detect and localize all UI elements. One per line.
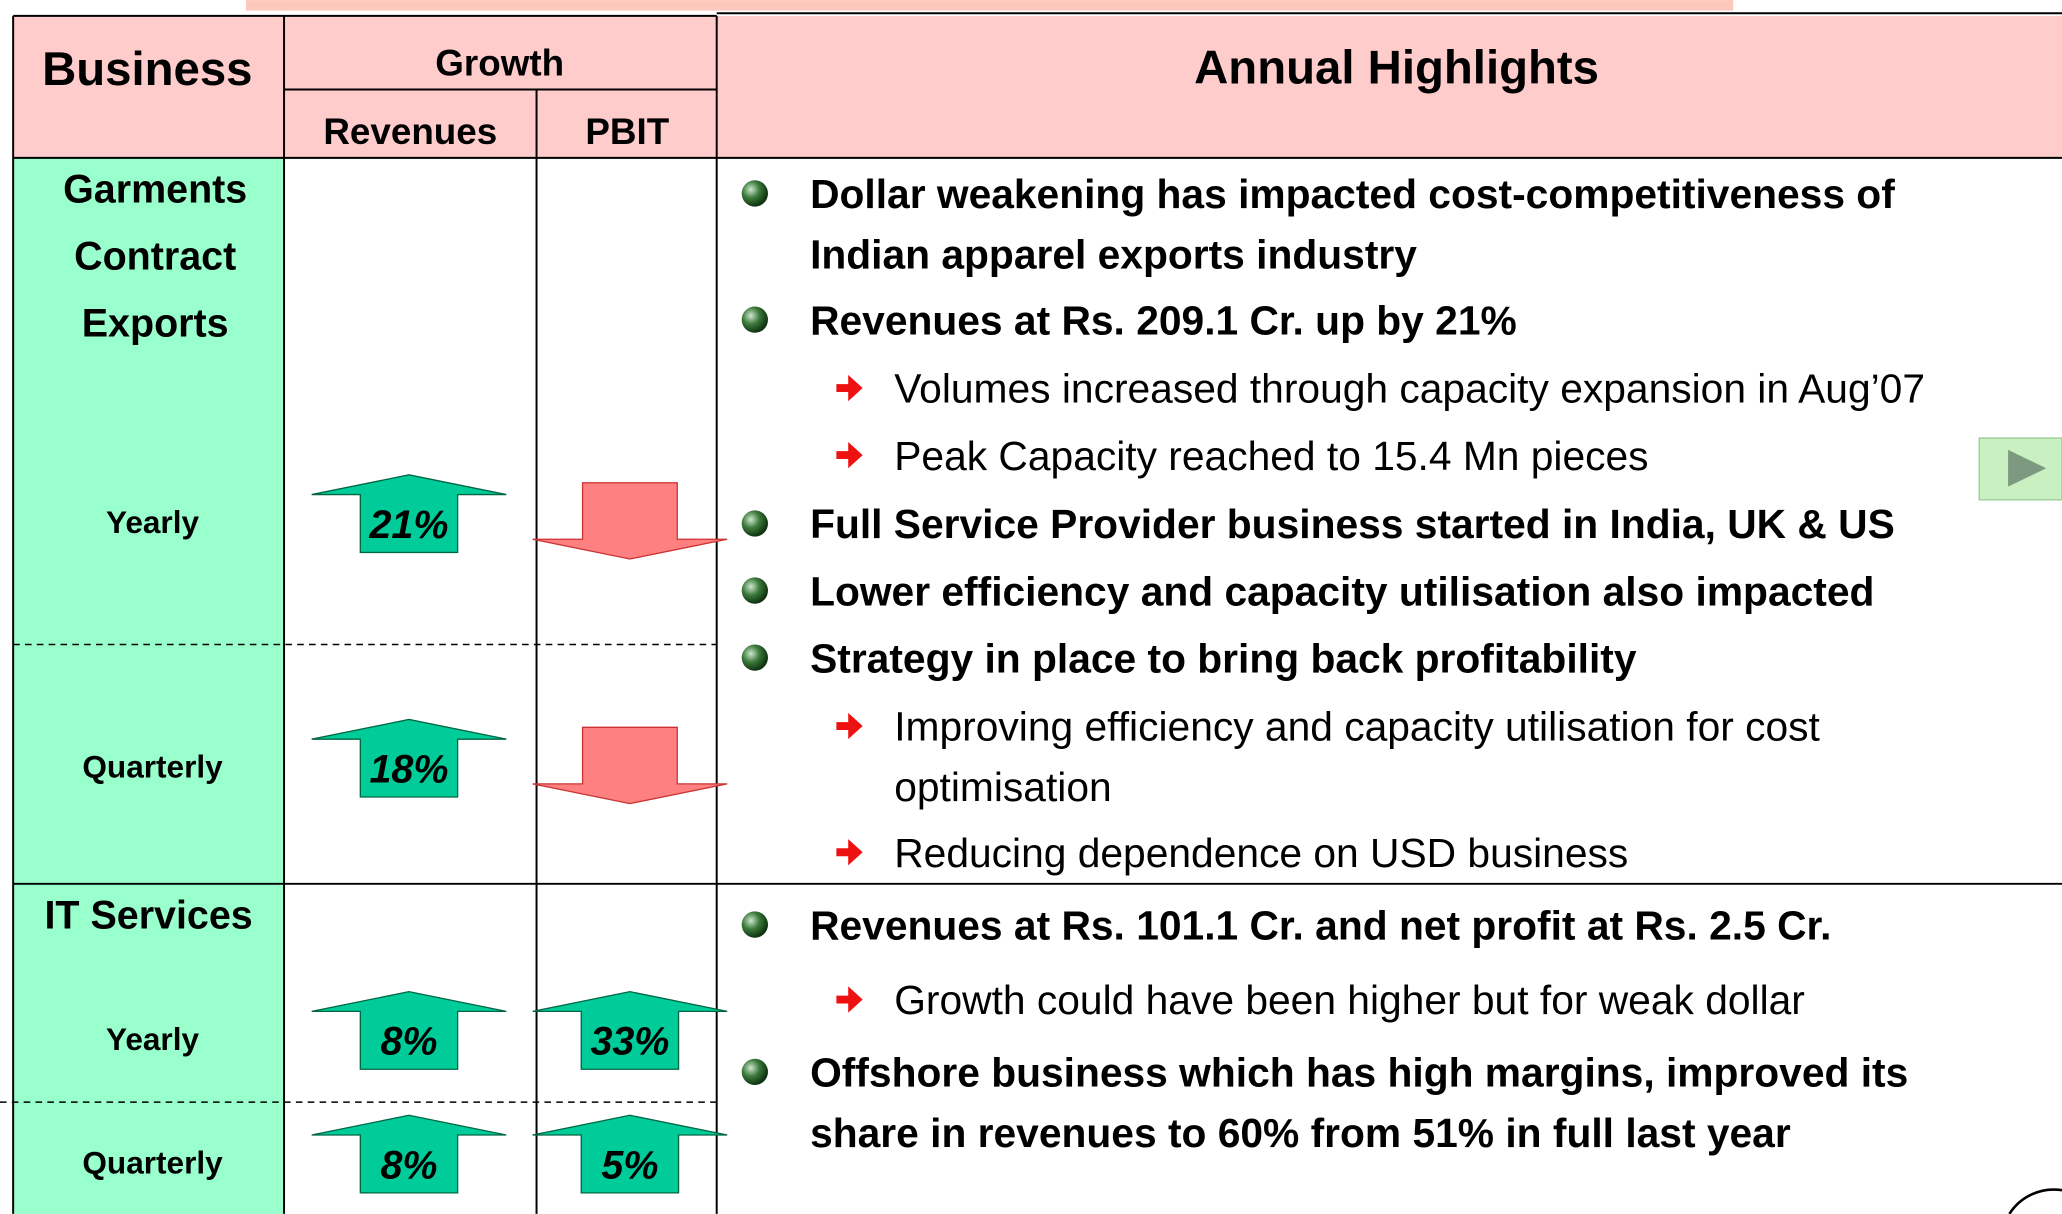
- grid: [12, 12, 2062, 1214]
- revenue-growth: 21%: [369, 503, 449, 547]
- business-name: Exports: [82, 302, 229, 346]
- business-col: [13, 157, 285, 1214]
- header-pbit: PBIT: [585, 111, 669, 152]
- pbit-arrow: [532, 482, 728, 560]
- logo: [2008, 1188, 2062, 1214]
- pbit-arrow: [532, 1114, 728, 1194]
- business-name: Garments: [63, 168, 247, 212]
- bullet: [741, 1058, 768, 1086]
- period-label: Yearly: [106, 504, 199, 540]
- header-revenues: Revenues: [323, 111, 497, 152]
- sub-highlight: Volumes increased through capacity expan…: [894, 366, 1925, 412]
- highlight: Lower efficiency and capacity utilisatio…: [810, 568, 1874, 614]
- bullet: [741, 644, 768, 671]
- bullet: [741, 180, 768, 207]
- pbit-arrow: [532, 990, 728, 1070]
- sub-bullet: [836, 712, 863, 740]
- header-growth: Growth: [435, 43, 564, 84]
- pbit-growth: 33%: [590, 1020, 669, 1064]
- period-label: Yearly: [106, 1021, 199, 1057]
- business-name: IT Services: [44, 893, 252, 937]
- revenue-arrow: [311, 1114, 507, 1194]
- nav-play-icon[interactable]: [2008, 449, 2047, 487]
- sub-highlight: Reducing dependence on USD business: [894, 830, 1628, 876]
- highlight: Indian apparel exports industry: [810, 232, 1417, 278]
- highlight: Full Service Provider business started i…: [810, 501, 1895, 547]
- sub-highlight: Growth could have been higher but for we…: [894, 977, 1805, 1023]
- dividers: [0, 643, 717, 1103]
- header-bg: [13, 15, 2062, 158]
- pbit-growth: 5%: [601, 1143, 658, 1187]
- sub-bullet: [836, 839, 863, 866]
- highlight: Revenues at Rs. 101.1 Cr. and net profit…: [810, 902, 1831, 948]
- business-name: Contract: [74, 235, 236, 279]
- revenue-arrow: [311, 718, 507, 798]
- sub-bullet: [836, 374, 863, 402]
- highlight: Revenues at Rs. 209.1 Cr. up by 21%: [810, 297, 1517, 343]
- period-label: Quarterly: [82, 1145, 223, 1181]
- sub-highlight: Peak Capacity reached to 15.4 Mn pieces: [894, 433, 1648, 479]
- sub-bullet: [836, 441, 863, 469]
- highlight: Strategy in place to bring back profitab…: [810, 635, 1637, 681]
- bullet: [741, 510, 768, 537]
- period-label: Quarterly: [82, 749, 223, 785]
- header-highlights: Annual Highlights: [1194, 42, 1599, 95]
- bullet: [741, 911, 768, 938]
- nav-button[interactable]: [1978, 437, 2062, 501]
- bullet: [741, 577, 768, 604]
- header-business: Business: [42, 43, 252, 96]
- sub-highlight: Improving efficiency and capacity utilis…: [894, 704, 1820, 750]
- sub-bullet: [836, 986, 863, 1013]
- highlight: share in revenues to 60% from 51% in ful…: [810, 1110, 1791, 1156]
- sub-highlight: optimisation: [894, 764, 1111, 810]
- revenue-arrow: [311, 474, 507, 554]
- highlight: Dollar weakening has impacted cost-compe…: [810, 171, 1895, 217]
- pbit-arrow: [532, 726, 728, 805]
- revenue-growth: 8%: [380, 1020, 437, 1064]
- revenue-arrow: [311, 990, 507, 1070]
- revenue-growth: 18%: [370, 747, 449, 791]
- top-bar: [245, 0, 1734, 11]
- highlight: Offshore business which has high margins…: [810, 1050, 1908, 1096]
- revenue-growth: 8%: [380, 1143, 437, 1187]
- bullet: [741, 306, 768, 333]
